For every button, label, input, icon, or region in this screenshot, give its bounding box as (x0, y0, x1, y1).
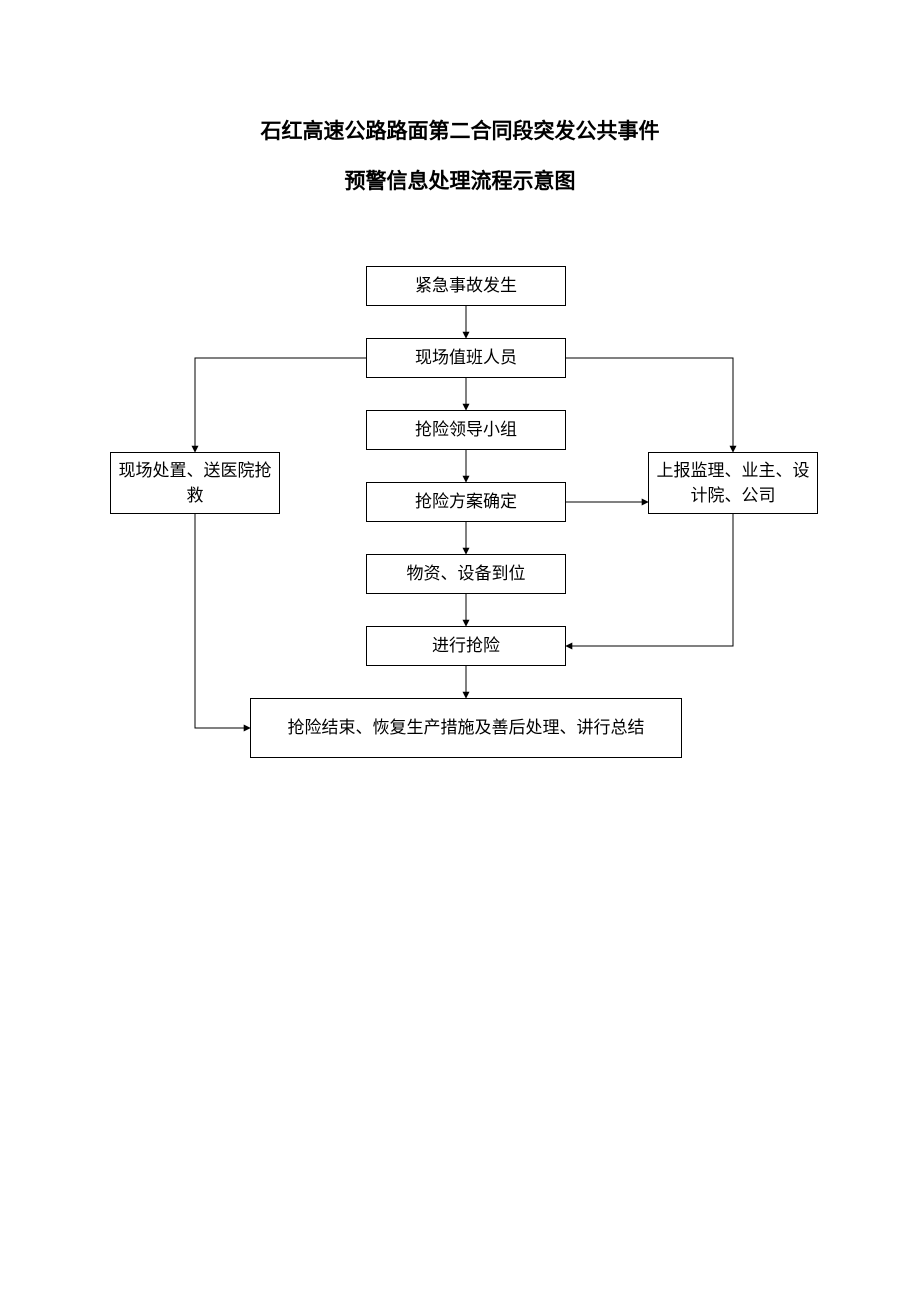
flowchart-canvas: 石红高速公路路面第二合同段突发公共事件 预警信息处理流程示意图 紧急事故发生现场… (0, 0, 920, 1302)
flowchart-node-nR: 上报监理、业主、设计院、公司 (648, 452, 818, 514)
flowchart-node-n5: 物资、设备到位 (366, 554, 566, 594)
flowchart-node-n3: 抢险领导小组 (366, 410, 566, 450)
document-title-line1: 石红高速公路路面第二合同段突发公共事件 (0, 115, 920, 145)
flowchart-node-n7: 抢险结束、恢复生产措施及善后处理、讲行总结 (250, 698, 682, 758)
document-title-line2: 预警信息处理流程示意图 (0, 165, 920, 195)
flowchart-node-n6: 进行抢险 (366, 626, 566, 666)
flowchart-node-n2: 现场值班人员 (366, 338, 566, 378)
flowchart-node-n1: 紧急事故发生 (366, 266, 566, 306)
flowchart-node-n4: 抢险方案确定 (366, 482, 566, 522)
flowchart-node-nL: 现场处置、送医院抢救 (110, 452, 280, 514)
